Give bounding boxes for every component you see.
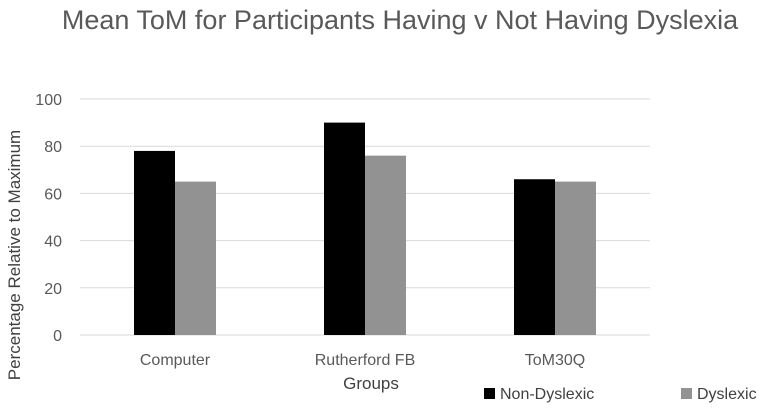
y-axis-ticks: 0 20 40 60 80 100 [35,92,62,345]
chart-title: Mean ToM for Participants Having v Not H… [61,5,739,35]
y-tick-label: 20 [44,281,62,298]
legend-label: Dyslexic [697,386,757,403]
x-tick-label: Computer [140,352,211,369]
bar-dyslexic-tom30q [555,181,596,335]
bar-non-dyslexic-computer [134,150,175,335]
legend-swatch [681,388,692,399]
bar-non-dyslexic-tom30q [514,179,555,335]
legend-label: Non-Dyslexic [500,386,594,403]
legend-swatch [484,388,495,399]
y-tick-label: 0 [53,328,62,345]
y-tick-label: 40 [44,234,62,251]
bar-dyslexic-rutherford-fb [365,155,406,335]
y-tick-label: 100 [35,92,62,109]
bar-dyslexic-computer [175,181,216,335]
x-tick-label: Rutherford FB [315,352,415,369]
y-axis-title: Percentage Relative to Maximum [5,130,24,380]
x-axis-title: Groups [343,374,399,393]
x-tick-label: ToM30Q [525,352,585,369]
x-axis-ticks: Computer Rutherford FB ToM30Q [140,352,585,369]
y-tick-label: 80 [44,139,62,156]
y-tick-label: 60 [44,186,62,203]
legend: Non-Dyslexic Dyslexic [484,386,757,403]
bar-non-dyslexic-rutherford-fb [324,122,365,335]
bars [134,122,596,335]
